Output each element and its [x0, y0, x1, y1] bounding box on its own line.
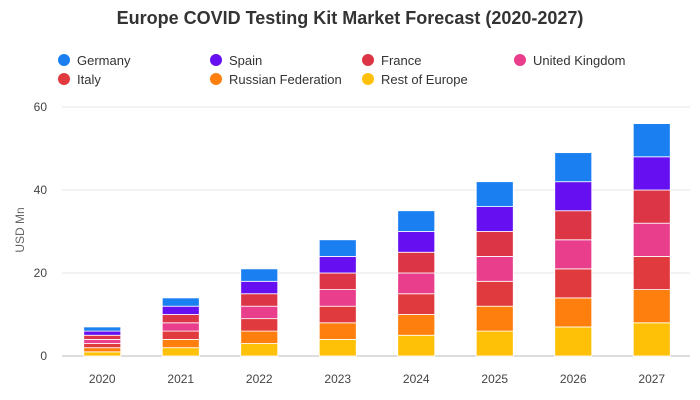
bar-segment[interactable] — [318, 305, 357, 324]
bar-segment[interactable] — [318, 272, 357, 291]
bar-segment[interactable] — [397, 334, 436, 357]
bar-segment[interactable] — [632, 189, 671, 224]
legend-label: United Kingdom — [533, 52, 626, 68]
bar-segment[interactable] — [554, 297, 593, 328]
bar-segment[interactable] — [161, 297, 200, 307]
bar-segment[interactable] — [83, 343, 122, 349]
legend-item[interactable]: Spain — [210, 52, 362, 68]
bar-segment[interactable] — [397, 314, 436, 336]
y-tick-label: 60 — [34, 100, 48, 114]
x-tick-label: 2027 — [638, 372, 665, 386]
legend-item[interactable]: Russian Federation — [210, 71, 362, 87]
legend-swatch — [58, 54, 70, 66]
bar-segment[interactable] — [397, 231, 436, 253]
bar-segment[interactable] — [632, 255, 671, 290]
bar-segment[interactable] — [632, 123, 671, 158]
bar-segment[interactable] — [554, 210, 593, 241]
y-tick-label: 0 — [40, 349, 47, 363]
legend-item[interactable]: France — [362, 52, 514, 68]
bar-segment[interactable] — [632, 322, 671, 357]
legend-swatch — [362, 73, 374, 85]
legend-swatch — [210, 54, 222, 66]
bar-segment[interactable] — [240, 318, 279, 332]
bar-segment[interactable] — [475, 330, 514, 357]
bar-segment[interactable] — [475, 255, 514, 282]
bar-segment[interactable] — [161, 338, 200, 349]
x-tick-label: 2025 — [481, 372, 508, 386]
bar-segment[interactable] — [397, 210, 436, 232]
legend-item[interactable]: United Kingdom — [514, 52, 694, 68]
bar-segment[interactable] — [554, 181, 593, 212]
bar-segment[interactable] — [632, 289, 671, 324]
legend-swatch — [362, 54, 374, 66]
bar-segment[interactable] — [632, 222, 671, 257]
bar-segment[interactable] — [161, 347, 200, 357]
bar-segment[interactable] — [318, 338, 357, 357]
bar-segment[interactable] — [161, 330, 200, 340]
x-tick-label: 2020 — [89, 372, 116, 386]
x-tick-label: 2024 — [403, 372, 430, 386]
legend-label: Rest of Europe — [381, 71, 468, 87]
bar-segment[interactable] — [318, 239, 357, 257]
legend-label: Germany — [77, 52, 131, 68]
bar-segment[interactable] — [554, 152, 593, 183]
bar-segment[interactable] — [83, 334, 122, 340]
legend-label: Italy — [77, 71, 101, 87]
bar-segment[interactable] — [240, 343, 279, 357]
legend-swatch — [514, 54, 526, 66]
bar-segment[interactable] — [83, 351, 122, 357]
legend-swatch — [210, 73, 222, 85]
bar-segment[interactable] — [161, 305, 200, 315]
legend-swatch — [58, 73, 70, 85]
bar-segment[interactable] — [83, 347, 122, 353]
bar-segment[interactable] — [475, 231, 514, 257]
y-tick-label: 40 — [34, 183, 48, 197]
y-tick-label: 20 — [34, 266, 48, 280]
legend-label: France — [381, 52, 422, 68]
chart-legend: Germany Spain France United Kingdom Italy Rus… — [58, 52, 698, 87]
bar-segment[interactable] — [83, 330, 122, 336]
x-tick-label: 2022 — [246, 372, 273, 386]
chart-title: Europe COVID Testing Kit Market Forecast… — [116, 8, 584, 28]
bar-segment[interactable] — [397, 272, 436, 295]
legend-item[interactable]: Italy — [58, 71, 210, 87]
legend-item[interactable]: Germany — [58, 52, 210, 68]
bar-segment[interactable] — [475, 305, 514, 332]
bar-segment[interactable] — [554, 326, 593, 357]
bar-segment[interactable] — [318, 289, 357, 307]
bar-segment[interactable] — [554, 239, 593, 270]
bar-segment[interactable] — [161, 314, 200, 324]
bar-segment[interactable] — [161, 322, 200, 332]
bar-segment[interactable] — [554, 268, 593, 299]
bar-segment[interactable] — [475, 181, 514, 207]
x-tick-label: 2026 — [560, 372, 587, 386]
bar-segment[interactable] — [318, 255, 357, 274]
x-tick-label: 2021 — [167, 372, 194, 386]
bar-segment[interactable] — [397, 251, 436, 274]
bar-segment[interactable] — [318, 322, 357, 340]
legend-label: Spain — [229, 52, 263, 68]
bar-segment[interactable] — [83, 326, 122, 332]
x-tick-label: 2023 — [324, 372, 351, 386]
bar-segment[interactable] — [240, 305, 279, 320]
bar-segment[interactable] — [240, 330, 279, 344]
bar-segment[interactable] — [475, 206, 514, 232]
bar-segment[interactable] — [397, 293, 436, 315]
legend-label: Russian Federation — [229, 71, 342, 87]
bar-segment[interactable] — [83, 338, 122, 344]
bar-segment[interactable] — [632, 156, 671, 191]
bar-segment[interactable] — [475, 280, 514, 307]
bar-segment[interactable] — [240, 293, 279, 307]
bar-segment[interactable] — [240, 268, 279, 282]
legend-item[interactable]: Rest of Europe — [362, 71, 514, 87]
bar-segment[interactable] — [240, 280, 279, 295]
